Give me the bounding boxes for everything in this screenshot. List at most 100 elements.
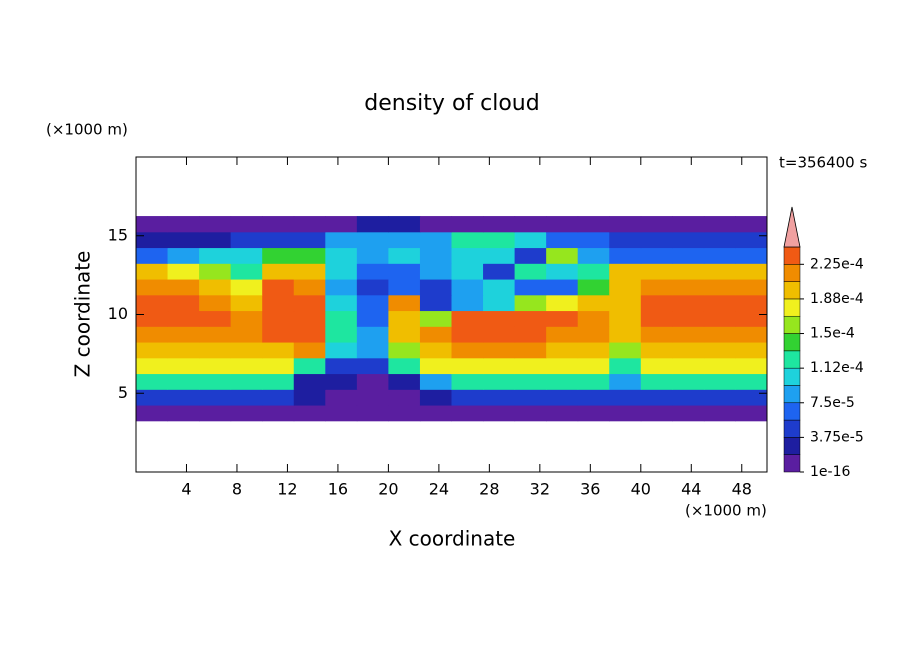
- field-cell: [262, 263, 295, 280]
- field-cell: [735, 342, 768, 359]
- field-cell: [356, 279, 389, 296]
- field-cell: [325, 279, 358, 296]
- field-cell: [356, 342, 389, 359]
- field-cell: [451, 389, 484, 406]
- field-cell: [483, 373, 516, 390]
- field-cell: [577, 326, 610, 343]
- field-cell: [546, 373, 579, 390]
- field-cell: [136, 247, 169, 264]
- field-cell: [640, 279, 673, 296]
- field-cell: [419, 326, 452, 343]
- field-cell: [356, 216, 389, 233]
- field-cell: [262, 231, 295, 249]
- field-cell: [546, 342, 579, 359]
- field-cell: [230, 310, 263, 327]
- colorbar-tick-label: 1.88e-4: [810, 291, 864, 307]
- field-cell: [199, 216, 232, 233]
- field-cell: [546, 405, 579, 422]
- field-cell: [199, 373, 232, 390]
- x-tick-label: 24: [429, 480, 449, 499]
- colorbar-band: [783, 333, 801, 352]
- field-cell: [293, 373, 326, 390]
- x-axis-label: X coordinate: [389, 527, 516, 551]
- field-cell: [230, 373, 263, 390]
- y-unit: (×1000 m): [46, 121, 128, 139]
- field-cell: [388, 373, 421, 390]
- field-cell: [640, 247, 673, 264]
- field-cell: [262, 357, 295, 375]
- field-cell: [672, 405, 705, 422]
- field-cell: [325, 326, 358, 343]
- field-cell: [483, 326, 516, 343]
- x-tick-label: 12: [277, 480, 297, 499]
- field-cell: [230, 263, 263, 280]
- field-cell: [546, 389, 579, 406]
- field-cell: [609, 279, 642, 296]
- x-tick-label: 16: [328, 480, 348, 499]
- field-cell: [199, 231, 232, 249]
- colorbar-band: [783, 298, 801, 317]
- field-cell: [703, 216, 736, 233]
- colorbar-tick-label: 1.12e-4: [810, 360, 864, 376]
- field-cell: [735, 216, 768, 233]
- field-cell: [230, 294, 263, 312]
- field-cell: [735, 373, 768, 390]
- field-cell: [703, 310, 736, 327]
- field-cell: [230, 405, 263, 422]
- y-axis-label: Z coordinate: [71, 251, 95, 378]
- field-cell: [640, 263, 673, 280]
- field-cell: [356, 357, 389, 375]
- colorbar-band: [783, 437, 801, 455]
- field-cell: [546, 294, 579, 312]
- field-cell: [325, 373, 358, 390]
- field-cell: [419, 279, 452, 296]
- field-cell: [167, 342, 200, 359]
- field-cell: [609, 342, 642, 359]
- field-cell: [199, 357, 232, 375]
- field-cell: [136, 357, 169, 375]
- field-cell: [514, 389, 547, 406]
- field-cell: [483, 279, 516, 296]
- field-cell: [451, 326, 484, 343]
- field-cell: [451, 247, 484, 264]
- field-cell: [514, 342, 547, 359]
- field-cell: [293, 405, 326, 422]
- field-cell: [325, 231, 358, 249]
- field-cell: [167, 405, 200, 422]
- field-cell: [136, 405, 169, 422]
- field-cell: [167, 279, 200, 296]
- field-cell: [167, 231, 200, 249]
- colorbar-band: [783, 402, 801, 421]
- field-cell: [356, 373, 389, 390]
- field-cell: [136, 310, 169, 327]
- field-cell: [262, 279, 295, 296]
- field-cell: [419, 357, 452, 375]
- colorbar-band: [783, 454, 801, 473]
- field-cell: [167, 310, 200, 327]
- colorbar-band: [783, 367, 801, 386]
- x-tick-label: 32: [530, 480, 550, 499]
- field-cell: [230, 216, 263, 233]
- field-cell: [199, 310, 232, 327]
- field-cell: [388, 231, 421, 249]
- field-cell: [703, 294, 736, 312]
- field-cell: [577, 373, 610, 390]
- field-cell: [483, 294, 516, 312]
- colorbar-extend: [783, 206, 801, 248]
- field-cell: [199, 294, 232, 312]
- field-cell: [672, 294, 705, 312]
- field-cell: [672, 216, 705, 233]
- field-cell: [167, 247, 200, 264]
- field-cell: [640, 216, 673, 233]
- field-cell: [419, 247, 452, 264]
- colorbar-band: [783, 281, 801, 300]
- field-cell: [514, 247, 547, 264]
- field-cell: [609, 405, 642, 422]
- field-cell: [325, 216, 358, 233]
- field-cell: [262, 373, 295, 390]
- field-cell: [293, 342, 326, 359]
- colorbar-band: [783, 315, 801, 334]
- field-cell: [577, 231, 610, 249]
- colorbar-band: [783, 385, 801, 404]
- field-cell: [262, 389, 295, 406]
